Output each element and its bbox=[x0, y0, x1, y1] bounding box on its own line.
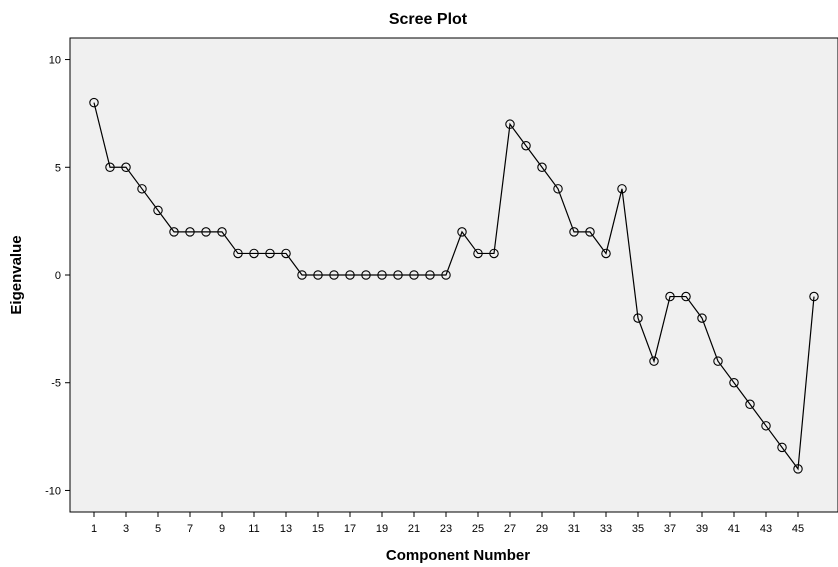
x-tick-label: 37 bbox=[664, 523, 676, 535]
data-point bbox=[473, 248, 483, 259]
data-point bbox=[617, 184, 627, 194]
x-tick-label: 33 bbox=[600, 523, 612, 535]
data-point bbox=[425, 270, 435, 280]
data-point bbox=[361, 270, 371, 280]
data-point bbox=[553, 184, 563, 194]
y-tick-label: 0 bbox=[55, 270, 61, 282]
data-point bbox=[217, 227, 227, 237]
data-point bbox=[345, 270, 355, 280]
data-point bbox=[681, 291, 691, 302]
data-point bbox=[297, 270, 307, 280]
x-tick-label: 35 bbox=[632, 523, 644, 535]
x-tick-label: 13 bbox=[280, 523, 292, 535]
data-point bbox=[537, 162, 547, 173]
data-point bbox=[185, 227, 195, 237]
x-tick-label: 23 bbox=[440, 523, 452, 535]
x-tick-label: 19 bbox=[376, 523, 388, 535]
data-point bbox=[121, 162, 131, 173]
data-point bbox=[377, 270, 387, 280]
series-line bbox=[93, 102, 815, 471]
x-tick-label: 27 bbox=[504, 523, 516, 535]
data-point bbox=[697, 313, 707, 323]
x-tick-label: 39 bbox=[696, 523, 708, 535]
y-axis: -10 -5 0 5 10 bbox=[45, 55, 70, 497]
x-tick-label: 3 bbox=[123, 523, 129, 535]
x-tick-label: 11 bbox=[248, 523, 259, 535]
data-point bbox=[409, 270, 419, 280]
data-point bbox=[601, 248, 611, 259]
data-point bbox=[457, 227, 467, 237]
data-point bbox=[313, 270, 323, 280]
data-point bbox=[393, 270, 403, 280]
x-tick-label: 25 bbox=[472, 523, 484, 535]
x-axis-label: Component Number bbox=[386, 547, 530, 564]
data-point bbox=[809, 291, 819, 302]
x-tick-label: 29 bbox=[536, 523, 548, 535]
data-point bbox=[329, 270, 339, 280]
data-point bbox=[441, 270, 451, 280]
x-tick-label: 15 bbox=[312, 523, 324, 535]
data-point bbox=[745, 399, 755, 410]
x-tick-label: 41 bbox=[728, 523, 740, 535]
data-point bbox=[105, 162, 115, 173]
data-point bbox=[265, 248, 275, 259]
data-point bbox=[249, 248, 259, 259]
y-axis-label: Eigenvalue bbox=[8, 235, 25, 314]
chart-title: Scree Plot bbox=[389, 11, 468, 28]
data-point bbox=[569, 227, 579, 237]
x-tick-label: 43 bbox=[760, 523, 772, 535]
x-tick-label: 5 bbox=[155, 523, 161, 535]
y-tick-label: 5 bbox=[55, 162, 61, 174]
data-point bbox=[777, 442, 787, 453]
data-point bbox=[521, 140, 531, 151]
data-point bbox=[793, 464, 803, 474]
data-point bbox=[489, 248, 499, 259]
data-point bbox=[169, 227, 179, 237]
y-tick-label: -5 bbox=[51, 378, 61, 390]
data-point bbox=[89, 97, 99, 108]
data-point bbox=[137, 184, 147, 194]
data-point bbox=[729, 377, 739, 388]
x-tick-label: 1 bbox=[91, 523, 97, 535]
x-tick-label: 21 bbox=[408, 523, 420, 535]
x-tick-label: 17 bbox=[344, 523, 356, 535]
data-point bbox=[665, 291, 675, 302]
data-point bbox=[633, 313, 643, 323]
y-tick-label: -10 bbox=[45, 485, 61, 497]
data-point bbox=[505, 119, 515, 129]
series-eigenvalue bbox=[89, 97, 819, 474]
x-tick-label: 45 bbox=[792, 523, 804, 535]
y-tick-label: 10 bbox=[49, 55, 61, 67]
x-tick-label: 9 bbox=[219, 523, 225, 535]
data-point bbox=[233, 248, 243, 259]
data-point bbox=[585, 227, 595, 237]
data-point bbox=[713, 356, 723, 366]
data-point bbox=[153, 205, 163, 216]
data-point bbox=[201, 227, 211, 237]
plot-area bbox=[69, 37, 838, 513]
data-point bbox=[649, 356, 659, 366]
x-tick-label: 31 bbox=[568, 523, 580, 535]
x-tick-label: 7 bbox=[187, 523, 193, 535]
x-axis: 1 3 5 7 9 11 13 15 17 19 21 23 25 27 29 31 33 35 37 39 41 43 4… bbox=[91, 512, 804, 535]
data-point bbox=[281, 248, 291, 259]
data-point bbox=[761, 421, 771, 431]
